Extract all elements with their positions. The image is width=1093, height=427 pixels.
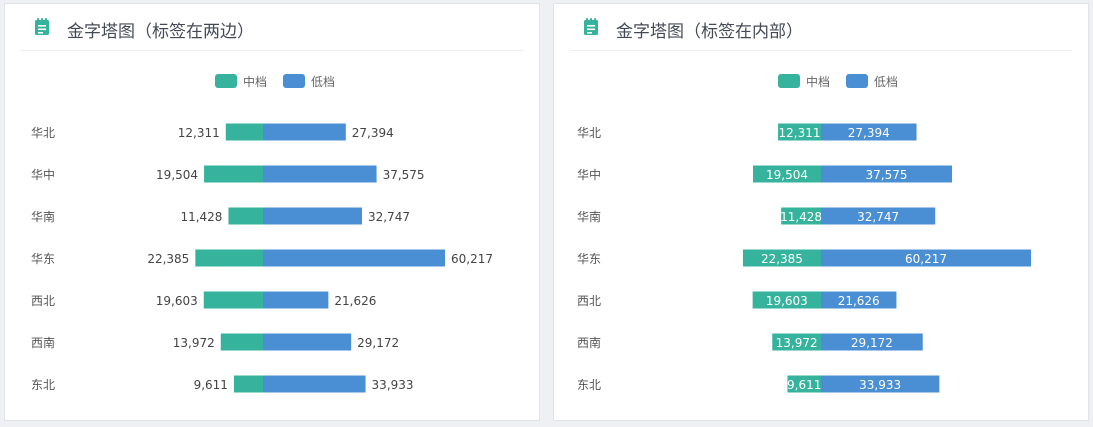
bar-mid: [781, 207, 821, 225]
legend-label-mid: 中档: [806, 74, 830, 89]
bar-mid: [228, 207, 263, 225]
data-label-mid: 19,504: [766, 168, 808, 182]
card-header: 金字塔图（标签在两边）: [21, 4, 523, 51]
legend-label-low: 低档: [311, 75, 335, 89]
bar-low: [821, 249, 1031, 267]
data-label-low: 60,217: [905, 252, 947, 266]
data-label-low: 60,217: [451, 252, 493, 266]
category-label: 东北: [577, 378, 601, 392]
bar-mid: [225, 123, 263, 141]
bar-mid: [752, 291, 821, 309]
data-label-mid: 19,603: [156, 294, 198, 308]
data-label-low: 27,394: [848, 126, 890, 140]
category-label: 西南: [577, 335, 601, 350]
legend-label-mid: 中档: [243, 74, 267, 89]
data-label-mid: 19,504: [156, 168, 198, 182]
bar-low: [263, 291, 329, 309]
bar-low: [263, 165, 377, 183]
bar-low: [263, 333, 352, 351]
category-label: 华中: [577, 167, 601, 182]
bar-mid: [787, 375, 821, 393]
chart-title: 金字塔图（标签在两边）: [67, 22, 254, 42]
category-label: 西南: [31, 335, 55, 350]
data-label-mid: 9,611: [194, 378, 228, 392]
pyramid-chart-card-inside-labels: 金字塔图（标签在内部） 中档 低档华北 12,311 27,394 华中 19,504 37…: [553, 3, 1089, 421]
pyramid-chart-card-outside-labels: 金字塔图（标签在两边） 中档 低档华北 12,311 27,394 华中 19,504 37…: [4, 3, 540, 421]
bar-low: [263, 249, 445, 267]
bar-low: [263, 207, 362, 225]
data-label-low: 33,933: [859, 378, 901, 392]
bar-mid: [778, 123, 821, 141]
category-label: 西北: [577, 294, 601, 308]
bar-low: [821, 165, 953, 183]
data-label-mid: 11,428: [180, 210, 222, 224]
category-label: 华南: [577, 209, 601, 224]
category-label: 东北: [31, 378, 55, 392]
data-label-low: 37,575: [866, 168, 908, 182]
bar-mid: [203, 291, 263, 309]
category-label: 华南: [31, 209, 55, 224]
chart-title: 金字塔图（标签在内部）: [616, 22, 803, 42]
bar-mid: [204, 165, 263, 183]
data-label-mid: 12,311: [779, 126, 821, 140]
legend-label-low: 低档: [874, 75, 898, 89]
data-label-low: 37,575: [383, 168, 425, 182]
category-label: 华中: [31, 167, 55, 182]
data-label-mid: 12,311: [178, 126, 220, 140]
card-header: 金字塔图（标签在内部）: [570, 4, 1072, 51]
data-label-low: 33,933: [372, 378, 414, 392]
bar-low: [821, 123, 917, 141]
data-label-low: 29,172: [357, 336, 399, 350]
data-label-mid: 22,385: [147, 252, 189, 266]
bar-low: [821, 375, 940, 393]
category-label: 华东: [577, 252, 601, 266]
legend-swatch-mid: [215, 74, 237, 88]
bar-mid: [772, 333, 821, 351]
category-label: 华北: [577, 126, 601, 140]
data-label-mid: 22,385: [761, 252, 803, 266]
bar-mid: [195, 249, 263, 267]
bar-mid: [220, 333, 263, 351]
category-label: 西北: [31, 294, 55, 308]
category-label: 华北: [31, 126, 55, 140]
data-label-low: 21,626: [838, 294, 880, 308]
bar-mid: [752, 165, 821, 183]
bar-low: [263, 123, 346, 141]
data-label-low: 21,626: [334, 294, 376, 308]
category-label: 华东: [31, 252, 55, 266]
bar-mid: [233, 375, 263, 393]
legend-swatch-mid: [778, 74, 800, 88]
bar-low: [821, 333, 923, 351]
legend-swatch-low: [283, 74, 305, 88]
data-label-low: 27,394: [352, 126, 394, 140]
legend-swatch-low: [846, 74, 868, 88]
bar-mid: [742, 249, 821, 267]
data-label-low: 32,747: [857, 210, 899, 224]
bar-low: [263, 375, 366, 393]
data-label-mid: 9,611: [787, 378, 821, 392]
data-label-low: 32,747: [368, 210, 410, 224]
data-label-mid: 11,428: [780, 210, 822, 224]
data-label-mid: 19,603: [766, 294, 808, 308]
bar-low: [821, 207, 936, 225]
notepad-icon: [584, 18, 598, 35]
notepad-icon: [35, 18, 49, 35]
data-label-low: 29,172: [851, 336, 893, 350]
data-label-mid: 13,972: [776, 336, 818, 350]
bar-low: [821, 291, 897, 309]
data-label-mid: 13,972: [173, 336, 215, 350]
